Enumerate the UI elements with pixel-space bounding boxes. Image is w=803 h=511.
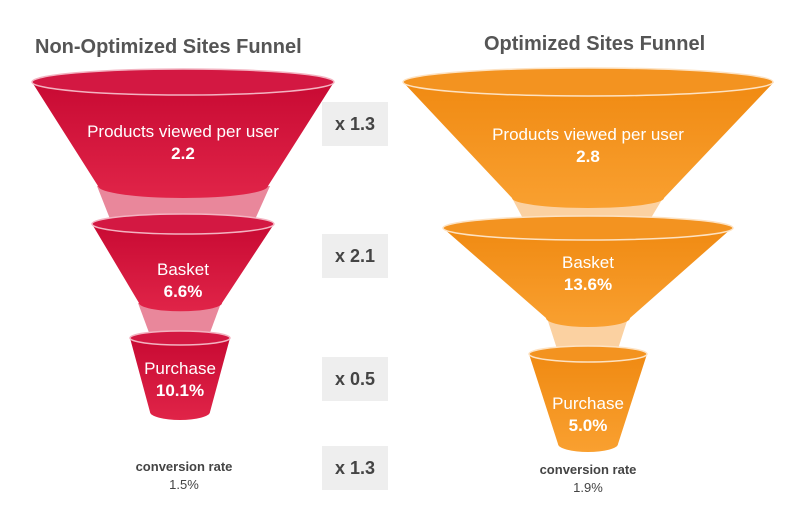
right-stage-1-text: Products viewed per user 2.8 — [438, 124, 738, 168]
right-funnel — [402, 67, 774, 452]
left-funnel-title: Non-Optimized Sites Funnel — [35, 36, 302, 58]
right-stage-2 — [442, 215, 734, 327]
left-stage-3 — [129, 330, 231, 420]
right-stage-2-label: Basket — [562, 253, 614, 272]
right-stage-1 — [402, 67, 774, 208]
multiplier-purchase: x 0.5 — [322, 357, 388, 401]
left-conversion-label: conversion rate — [135, 459, 233, 474]
left-stage-3-value: 10.1% — [155, 381, 205, 400]
left-stage-3-text: Purchase 10.1% — [120, 358, 240, 402]
left-stage-1-label: Products viewed per user — [87, 122, 279, 141]
right-stage-2-value: 13.6% — [563, 275, 613, 294]
right-conversion-value: 1.9% — [573, 480, 603, 495]
left-stage-2 — [91, 213, 275, 312]
left-stage-1-text: Products viewed per user 2.2 — [33, 121, 333, 165]
left-connector-2 — [138, 303, 221, 338]
left-stage-2-value: 6.6% — [163, 282, 203, 301]
right-stage-2-text: Basket 13.6% — [498, 252, 678, 296]
right-stage-3-text: Purchase 5.0% — [528, 393, 648, 437]
right-stage-1-label: Products viewed per user — [492, 125, 684, 144]
right-conversion-label: conversion rate — [539, 462, 637, 477]
multiplier-basket: x 2.1 — [322, 234, 388, 278]
left-funnel — [31, 68, 335, 420]
multiplier-conversion: x 1.3 — [322, 446, 388, 490]
right-stage-3-value: 5.0% — [568, 416, 608, 435]
right-conversion: conversion rate 1.9% — [508, 462, 668, 495]
right-connector-2 — [547, 318, 628, 352]
left-stage-3-label: Purchase — [144, 359, 216, 378]
left-stage-2-label: Basket — [157, 260, 209, 279]
left-stage-1 — [31, 68, 335, 198]
left-stage-1-value: 2.2 — [171, 144, 195, 163]
left-conversion-value: 1.5% — [169, 477, 199, 492]
right-stage-3-label: Purchase — [552, 394, 624, 413]
left-stage-2-text: Basket 6.6% — [93, 259, 273, 303]
right-stage-1-value: 2.8 — [576, 147, 600, 166]
multiplier-products-viewed: x 1.3 — [322, 102, 388, 146]
left-conversion: conversion rate 1.5% — [104, 459, 264, 492]
right-funnel-title: Optimized Sites Funnel — [484, 33, 706, 55]
right-stage-3 — [528, 345, 648, 452]
